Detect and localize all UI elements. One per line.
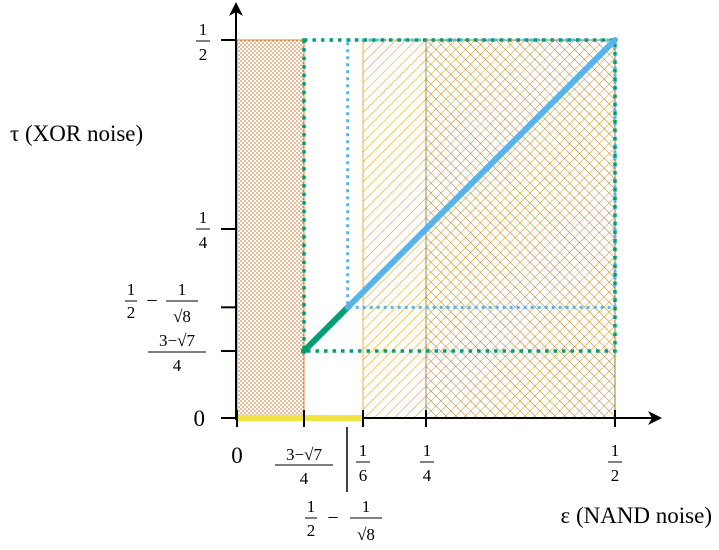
svg-text:2: 2 xyxy=(127,303,136,322)
x-tick-marks xyxy=(236,410,616,427)
x-tick-label-half: 1 2 xyxy=(608,441,622,485)
svg-text:1: 1 xyxy=(127,280,136,299)
svg-text:1: 1 xyxy=(423,441,432,460)
svg-text:3−√7: 3−√7 xyxy=(286,445,322,464)
svg-text:1: 1 xyxy=(178,280,187,299)
x-tick-label-quarter: 1 4 xyxy=(420,441,434,485)
green-diagonal-segment xyxy=(300,304,351,355)
svg-text:1: 1 xyxy=(611,441,620,460)
svg-text:4: 4 xyxy=(300,469,309,488)
y-tick-label-h: 1 2 − 1 √8 xyxy=(125,280,198,326)
svg-text:1: 1 xyxy=(307,497,316,516)
y-axis-title: τ (XOR noise) xyxy=(10,121,143,146)
x-axis-arrow-icon xyxy=(648,411,662,425)
x-tick-label-c: 3−√7 4 xyxy=(275,445,333,488)
svg-text:1: 1 xyxy=(362,497,371,516)
svg-text:−: − xyxy=(327,507,338,529)
svg-text:4: 4 xyxy=(173,356,182,375)
svg-text:6: 6 xyxy=(359,466,368,485)
crosshatch-region xyxy=(425,39,616,419)
svg-text:√8: √8 xyxy=(173,307,191,326)
svg-text:2: 2 xyxy=(307,521,316,540)
svg-text:1: 1 xyxy=(199,208,208,227)
blue-diagonal-segment xyxy=(344,37,618,311)
svg-text:4: 4 xyxy=(199,233,208,252)
y-tick-label-c: 3−√7 4 xyxy=(148,331,206,375)
svg-text:√8: √8 xyxy=(357,525,375,544)
x-tick-label-zero: 0 xyxy=(231,443,243,468)
svg-text:4: 4 xyxy=(423,466,432,485)
svg-text:−: − xyxy=(146,290,157,312)
x-tick-label-sixth: 1 6 xyxy=(356,441,370,485)
svg-text:1: 1 xyxy=(359,441,368,460)
y-tick-marks xyxy=(221,39,237,419)
y-axis-arrow-icon xyxy=(229,2,243,16)
x-axis-title: ε (NAND noise) xyxy=(561,503,712,528)
x-tick-label-h: 1 2 − 1 √8 xyxy=(305,497,382,544)
y-tick-label-half: 1 2 xyxy=(196,20,210,64)
green-dotted-box xyxy=(302,38,617,353)
y-tick-label-quarter: 1 4 xyxy=(196,208,210,252)
svg-text:2: 2 xyxy=(611,466,620,485)
dotted-region xyxy=(236,39,305,419)
svg-text:2: 2 xyxy=(199,45,208,64)
svg-text:3−√7: 3−√7 xyxy=(159,331,195,350)
svg-text:1: 1 xyxy=(199,20,208,39)
y-tick-label-zero: 0 xyxy=(194,406,206,431)
